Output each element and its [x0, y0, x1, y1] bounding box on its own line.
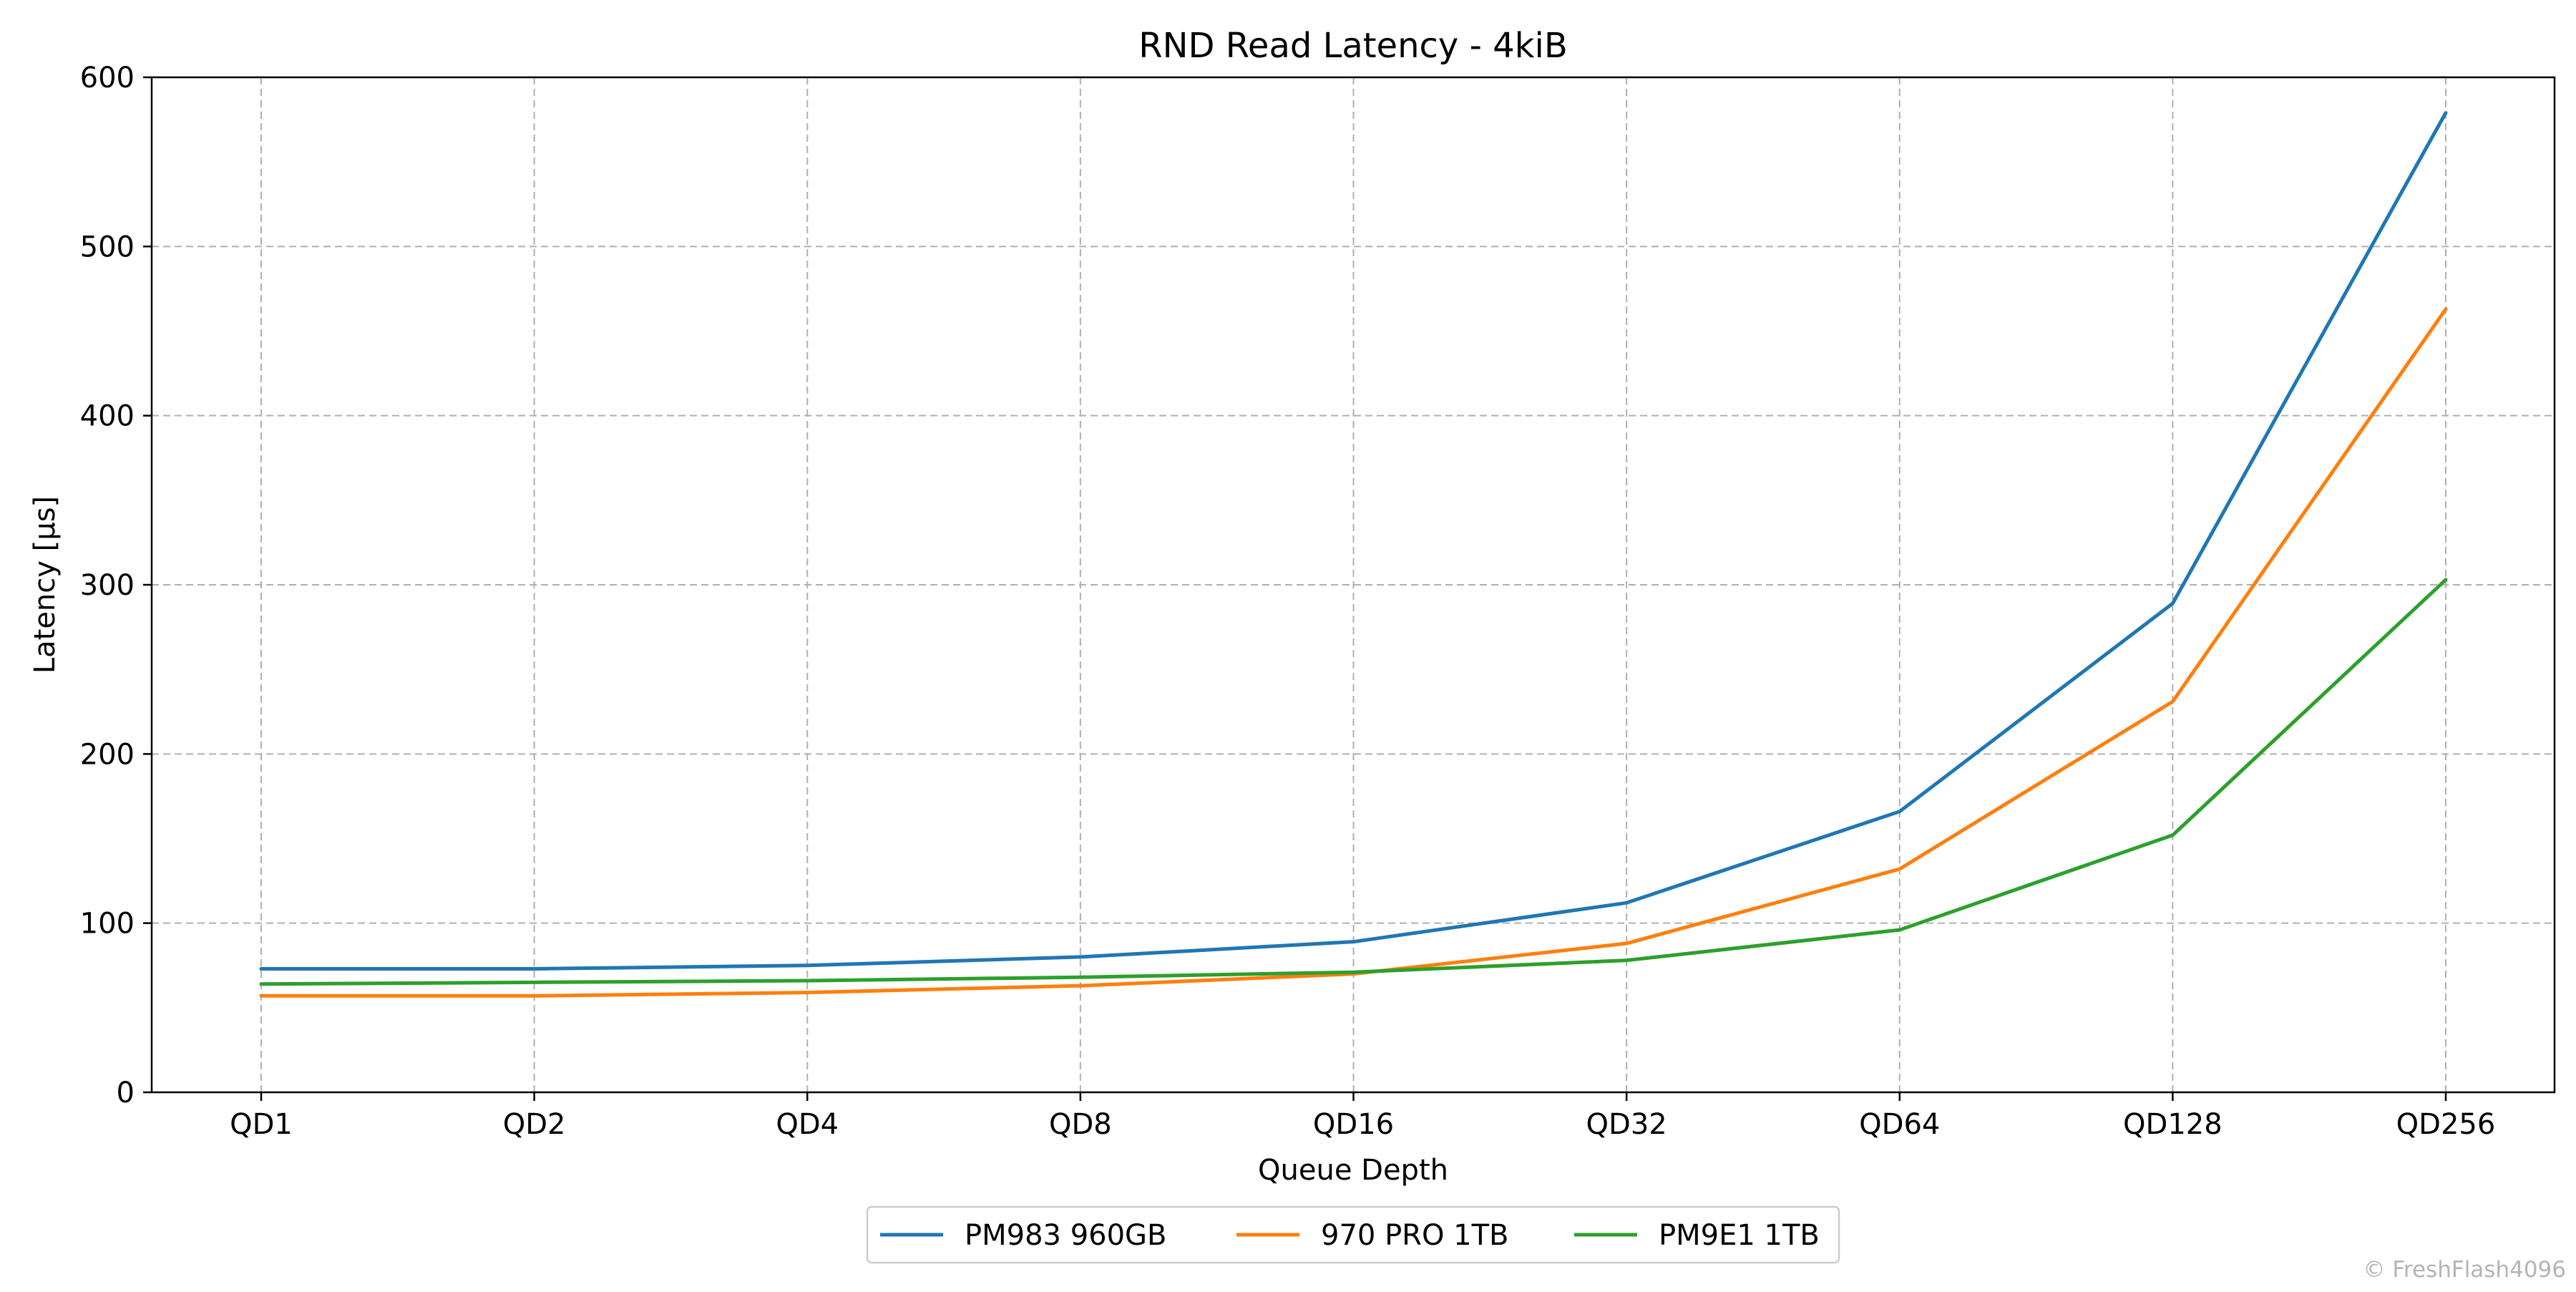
x-tick-label: QD1 — [230, 1108, 293, 1141]
y-tick-label: 500 — [80, 230, 135, 263]
x-tick-label: QD128 — [2123, 1108, 2223, 1141]
x-tick-label: QD256 — [2396, 1108, 2496, 1141]
y-axis-label: Latency [µs] — [29, 496, 62, 674]
legend-label: PM9E1 1TB — [1659, 1219, 1820, 1252]
y-tick-label: 100 — [80, 908, 135, 941]
grid-layer — [152, 77, 2555, 1092]
chart-title: RND Read Latency - 4kiB — [1138, 26, 1568, 66]
x-tick-label: QD32 — [1586, 1108, 1667, 1141]
y-tick-label: 0 — [117, 1077, 135, 1109]
x-tick-label: QD8 — [1049, 1108, 1112, 1141]
axis-layer: QD1 QD2 QD4 QD8 QD16 QD32 QD64 QD128 QD256 0 100 20… — [80, 62, 2496, 1141]
x-tick-label: QD64 — [1859, 1108, 1940, 1141]
y-tick-label: 300 — [80, 569, 135, 602]
y-tick-label: 200 — [80, 738, 135, 771]
legend-label: PM983 960GB — [965, 1219, 1166, 1252]
x-tick-label: QD16 — [1313, 1108, 1394, 1141]
series-line — [259, 578, 2448, 986]
series-line — [259, 111, 2448, 971]
watermark: © FreshFlash4096 — [2363, 1257, 2567, 1283]
x-axis-label: Queue Depth — [1258, 1154, 1448, 1187]
x-tick-label: QD2 — [503, 1108, 566, 1141]
legend-frame — [866, 1205, 1840, 1264]
x-tick-label: QD4 — [776, 1108, 839, 1141]
series-layer — [259, 111, 2448, 998]
y-tick-label: 400 — [80, 400, 135, 433]
legend: PM983 960GB 970 PRO 1TB PM9E1 1TB — [866, 1205, 1840, 1264]
y-tick-label: 600 — [80, 62, 135, 94]
legend-label: 970 PRO 1TB — [1321, 1219, 1509, 1252]
